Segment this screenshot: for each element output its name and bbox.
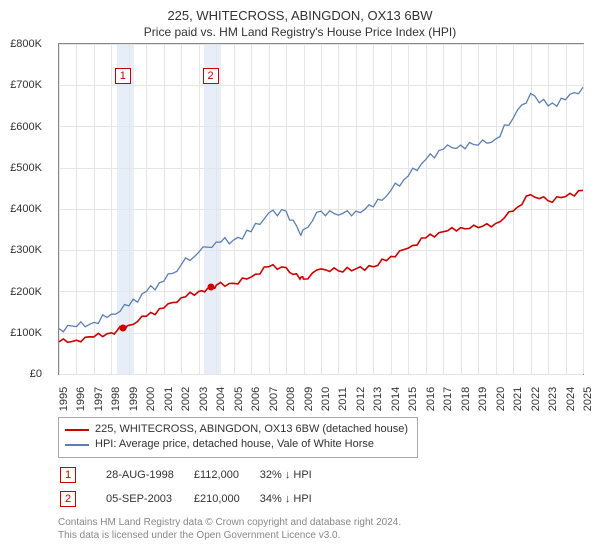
x-tick-label: 2024 [565,387,577,411]
y-axis-ticks: £0£100K£200K£300K£400K£500K£600K£700K£80… [0,44,44,374]
sale-marker: 1 [115,68,131,84]
x-tick-label: 1996 [75,387,87,411]
x-tick-label: 2000 [145,387,157,411]
legend: 225, WHITECROSS, ABINGDON, OX13 6BW (det… [58,417,418,458]
y-tick-label: £100K [10,327,42,339]
legend-swatch [65,429,89,431]
x-tick-label: 2014 [390,387,402,411]
plot-area: 12 [58,43,584,375]
x-tick-label: 2010 [320,387,332,411]
x-tick-label: 2018 [460,387,472,411]
x-tick-label: 2012 [355,387,367,411]
y-tick-label: £300K [10,244,42,256]
x-tick-label: 2016 [425,387,437,411]
sale-marker: 2 [203,68,219,84]
x-tick-label: 1998 [110,387,122,411]
y-tick-label: £400K [10,203,42,215]
chart-lines [59,44,583,374]
legend-label: HPI: Average price, detached house, Vale… [95,437,374,452]
table-row: 205-SEP-2003£210,00034% ↓ HPI [60,488,330,510]
chart-title: 225, WHITECROSS, ABINGDON, OX13 6BW [10,8,590,25]
sale-dot [119,324,126,331]
sale-delta: 34% ↓ HPI [260,488,330,510]
x-tick-label: 2002 [180,387,192,411]
sale-price: £112,000 [194,464,258,486]
sale-date: 28-AUG-1998 [106,464,192,486]
x-tick-label: 2017 [442,387,454,411]
x-tick-label: 2023 [547,387,559,411]
y-tick-label: £200K [10,286,42,298]
footnote-line: Contains HM Land Registry data © Crown c… [58,516,590,529]
sale-price: £210,000 [194,488,258,510]
x-tick-label: 2020 [495,387,507,411]
x-tick-label: 2001 [163,387,175,411]
x-tick-label: 1999 [128,387,140,411]
footnote-line: This data is licensed under the Open Gov… [58,529,590,542]
x-tick-label: 2022 [530,387,542,411]
x-tick-label: 2007 [268,387,280,411]
x-tick-label: 2013 [372,387,384,411]
y-tick-label: £700K [10,79,42,91]
x-tick-label: 2009 [303,387,315,411]
x-tick-label: 2011 [337,387,349,411]
x-tick-label: 2005 [233,387,245,411]
x-tick-label: 1997 [93,387,105,411]
y-tick-label: £0 [30,368,42,380]
x-tick-label: 1995 [58,387,70,411]
legend-item: 225, WHITECROSS, ABINGDON, OX13 6BW (det… [65,422,411,437]
x-tick-label: 2025 [582,387,594,411]
x-tick-label: 2015 [407,387,419,411]
sale-index: 1 [60,464,104,486]
y-tick-label: £600K [10,121,42,133]
series-hpi [59,87,583,331]
table-row: 128-AUG-1998£112,00032% ↓ HPI [60,464,330,486]
x-tick-label: 2003 [198,387,210,411]
x-tick-label: 2019 [477,387,489,411]
chart-subtitle: Price paid vs. HM Land Registry's House … [10,25,590,39]
sale-index: 2 [60,488,104,510]
x-tick-label: 2004 [215,387,227,411]
legend-label: 225, WHITECROSS, ABINGDON, OX13 6BW (det… [95,422,408,437]
x-tick-label: 2008 [285,387,297,411]
footnote: Contains HM Land Registry data © Crown c… [58,516,590,542]
x-axis-ticks: 1995 1996 1997 1998 1999 2000 2001 2002 2003 2004… [58,375,584,413]
series-price_paid [59,190,583,342]
sales-table: 128-AUG-1998£112,00032% ↓ HPI205-SEP-200… [58,462,332,512]
x-tick-label: 2021 [512,387,524,411]
sale-dot [207,284,214,291]
chart-container: 225, WHITECROSS, ABINGDON, OX13 6BW Pric… [0,0,600,560]
legend-item: HPI: Average price, detached house, Vale… [65,437,411,452]
x-tick-label: 2006 [250,387,262,411]
y-tick-label: £500K [10,162,42,174]
legend-swatch [65,444,89,446]
y-tick-label: £800K [10,38,42,50]
sale-date: 05-SEP-2003 [106,488,192,510]
sale-delta: 32% ↓ HPI [260,464,330,486]
